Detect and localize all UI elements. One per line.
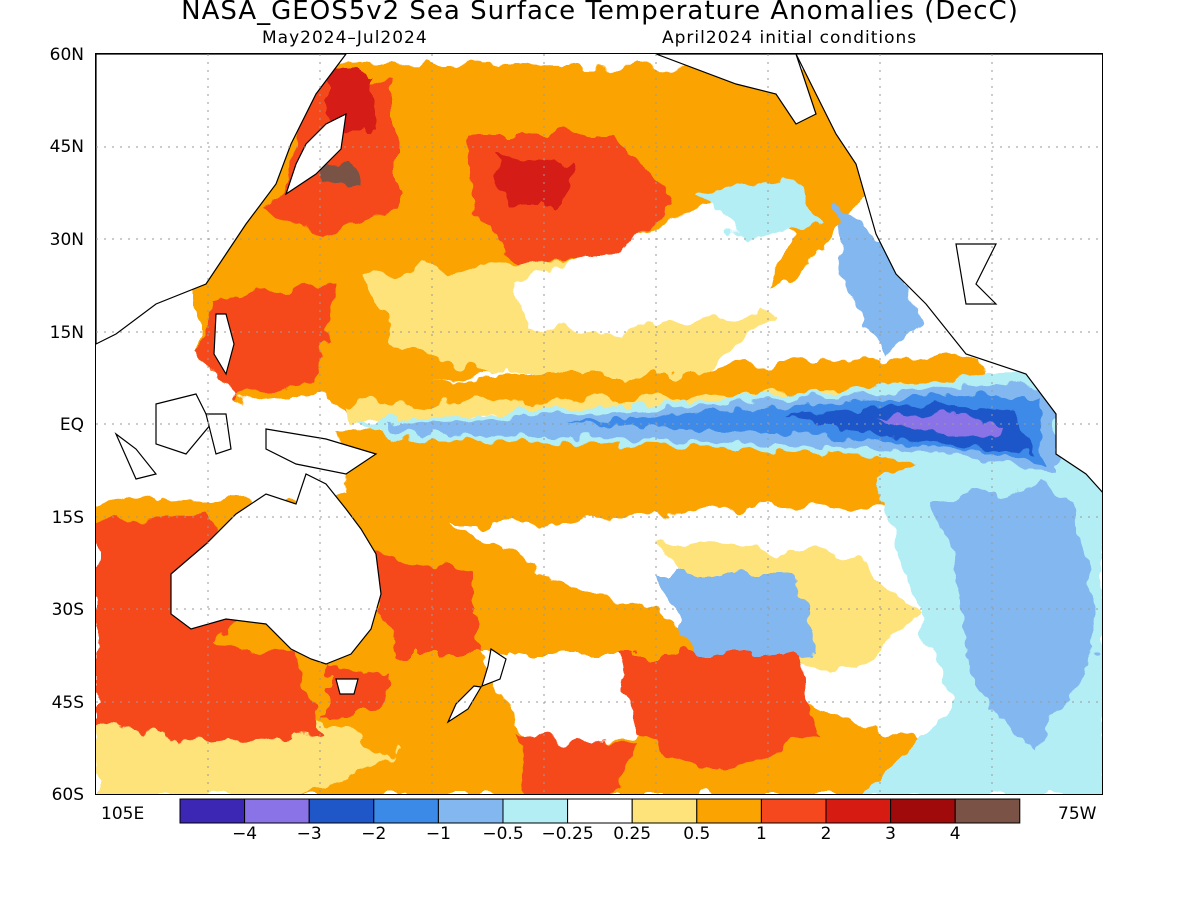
forecast-period: May2024–Jul2024 <box>262 28 428 48</box>
lat-label-60s: 60S <box>51 785 84 805</box>
colorbar-tick-label: −1 <box>425 824 451 844</box>
colorbar-swatch <box>308 798 375 824</box>
grid-lines <box>96 54 1102 794</box>
lat-label-30s: 30S <box>51 600 84 620</box>
lat-label-15n: 15N <box>49 323 84 343</box>
lat-label-45s: 45S <box>51 693 84 713</box>
colorbar-swatch <box>179 798 246 824</box>
lon-label-east: 75W <box>1058 804 1097 824</box>
lat-label-60n: 60N <box>49 45 84 65</box>
lat-label-eq: EQ <box>59 415 84 435</box>
colorbar-swatch <box>244 798 310 824</box>
colorbar-swatch <box>373 798 439 824</box>
colorbar-swatch <box>567 798 633 824</box>
colorbar-swatch <box>502 798 569 824</box>
colorbar <box>179 798 1021 824</box>
colorbar-tick-label: 0.5 <box>683 824 711 844</box>
colorbar-tick-label: 0.25 <box>613 824 652 844</box>
colorbar-swatch <box>760 798 827 824</box>
colorbar-tick-label: 2 <box>820 824 832 844</box>
colorbar-tick-label: −0.5 <box>482 824 524 844</box>
colorbar-swatch <box>696 798 762 824</box>
lon-label-west: 105E <box>101 804 145 824</box>
lat-label-15s: 15S <box>51 508 84 528</box>
sst-anomaly-map <box>95 53 1103 795</box>
map-canvas <box>96 54 1102 794</box>
lat-label-45n: 45N <box>49 137 84 157</box>
colorbar-tick-label: −2 <box>361 824 387 844</box>
colorbar-swatch <box>631 798 698 824</box>
lat-label-30n: 30N <box>49 230 84 250</box>
colorbar-tick-label: 4 <box>949 824 961 844</box>
colorbar-tick-label: −3 <box>296 824 322 844</box>
colorbar-swatch <box>954 798 1021 824</box>
colorbar-swatch <box>890 798 956 824</box>
map-title: NASA_GEOS5v2 Sea Surface Temperature Ano… <box>181 0 1019 26</box>
colorbar-tick-label: 3 <box>885 824 897 844</box>
initial-conditions: April2024 initial conditions <box>662 28 918 48</box>
colorbar-swatch <box>437 798 504 824</box>
colorbar-tick-label: −0.25 <box>541 824 594 844</box>
colorbar-tick-label: 1 <box>755 824 767 844</box>
colorbar-tick-label: −4 <box>232 824 258 844</box>
colorbar-swatch <box>825 798 892 824</box>
land-masses <box>96 54 1102 724</box>
